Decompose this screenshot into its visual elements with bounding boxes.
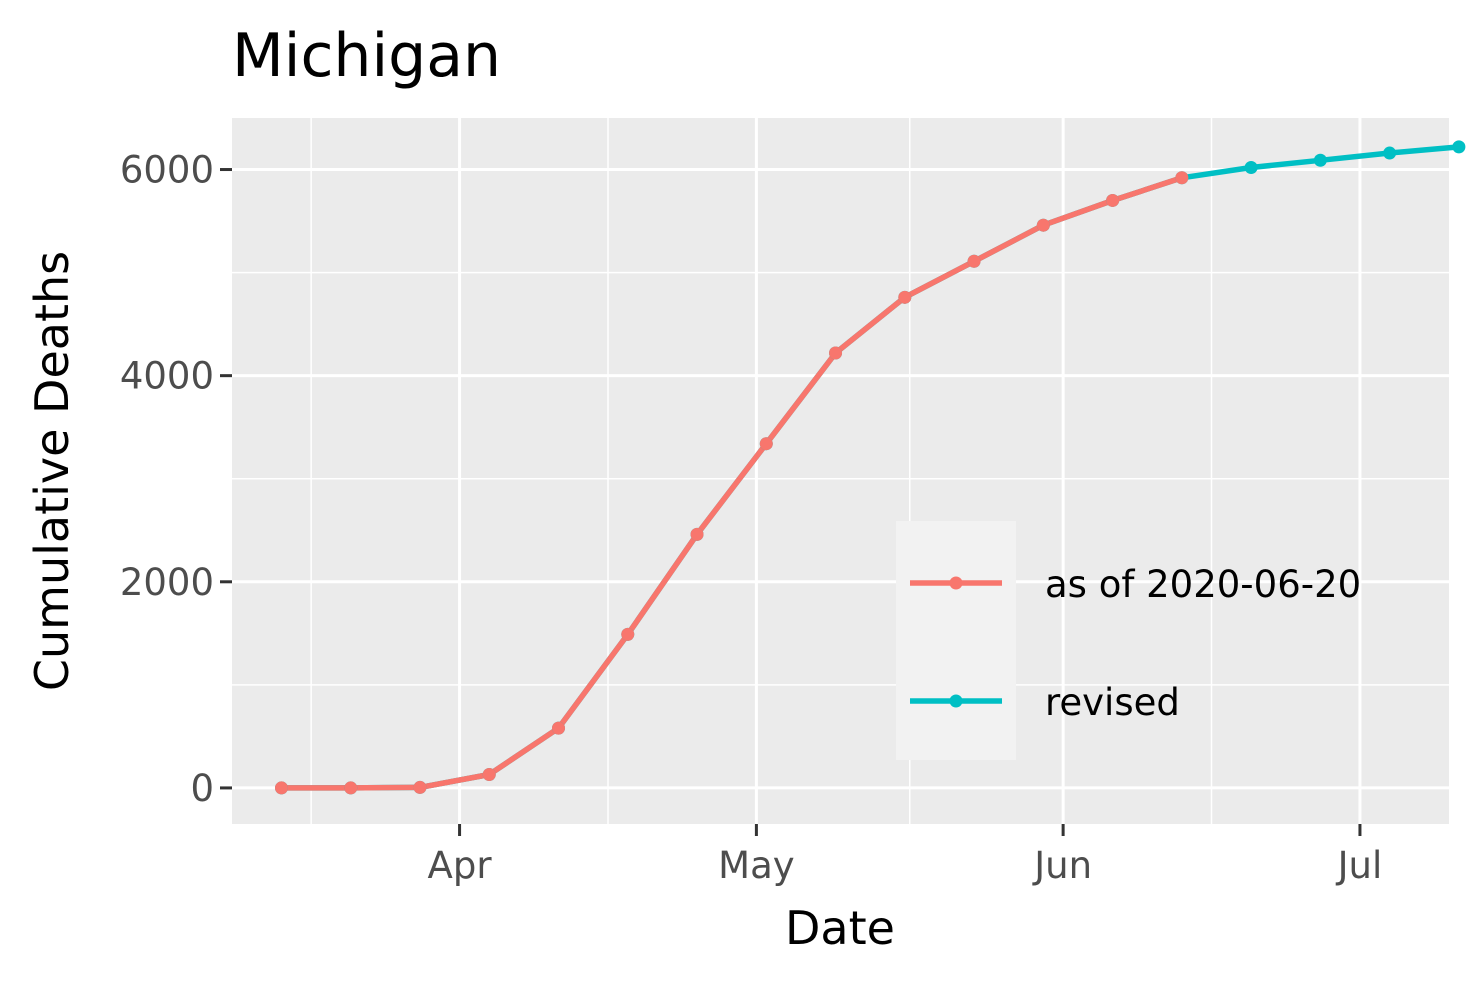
x-tick-label: Jul	[1336, 844, 1383, 887]
data-point	[621, 627, 635, 641]
legend: as of 2020-06-20 revised	[896, 521, 1361, 760]
data-point	[829, 346, 843, 360]
legend-key-point	[949, 576, 963, 590]
data-point	[1036, 218, 1050, 232]
y-axis-title: Cumulative Deaths	[25, 251, 79, 691]
legend-label: as of 2020-06-20	[1045, 563, 1361, 606]
series-layer	[274, 140, 1466, 795]
x-tick-label: Jun	[1032, 844, 1092, 887]
chart-title: Michigan	[232, 21, 501, 91]
data-point	[1106, 193, 1120, 207]
x-tick-label: Apr	[428, 844, 493, 887]
y-tick-label: 4000	[120, 355, 214, 398]
data-point	[690, 527, 704, 541]
legend-label: revised	[1045, 681, 1180, 724]
data-point	[1452, 140, 1466, 154]
legend-key-point	[949, 694, 963, 708]
data-point	[759, 437, 773, 451]
x-axis-title: Date	[785, 901, 895, 955]
series-line-as-of-2020-06-20	[278, 175, 1185, 791]
data-point	[1383, 146, 1397, 160]
data-point	[552, 721, 566, 735]
y-tick-label: 0	[190, 767, 214, 810]
data-point	[482, 768, 496, 782]
data-point	[344, 781, 358, 795]
data-point	[1175, 171, 1189, 185]
data-point	[1313, 153, 1327, 167]
legend-key-background	[896, 521, 1016, 760]
data-point	[413, 780, 427, 794]
y-tick-label: 2000	[120, 561, 214, 604]
plot-panel	[232, 118, 1449, 824]
x-tick-label: May	[718, 844, 795, 887]
data-point	[274, 781, 288, 795]
data-point	[898, 290, 912, 304]
grid-lines	[232, 118, 1449, 824]
y-tick-label: 6000	[120, 149, 214, 192]
axis-ticks: 0 2000 4000 6000 Apr May Jun Jul	[120, 149, 1382, 887]
data-point	[967, 254, 981, 268]
data-point	[1244, 160, 1258, 174]
